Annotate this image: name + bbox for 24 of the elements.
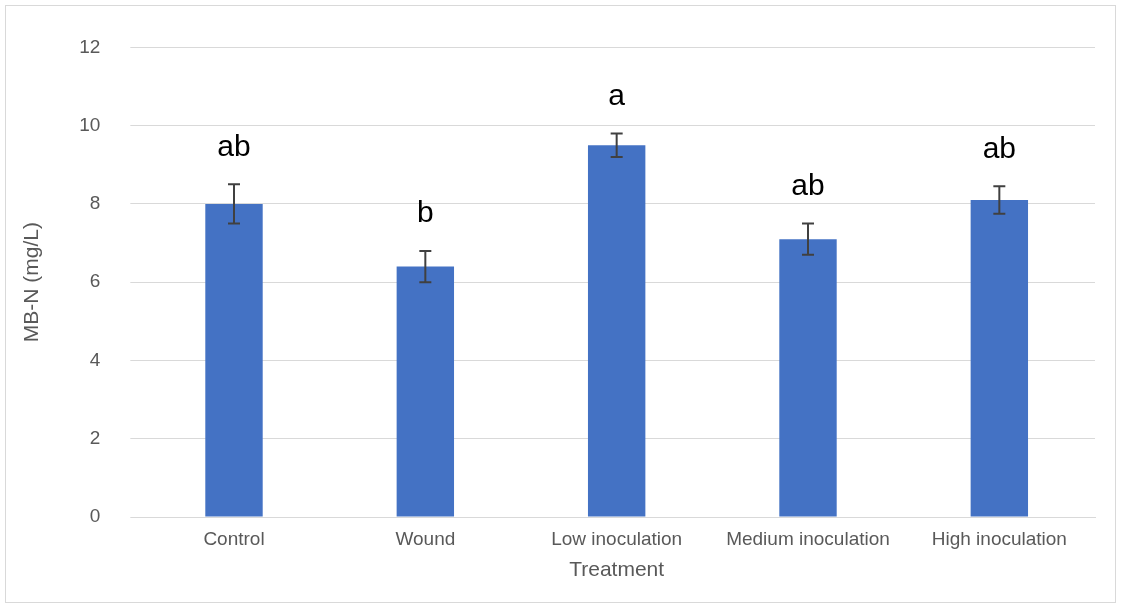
x-tick-label: Low inoculation [551,527,683,549]
annotation: ab [982,130,1017,164]
annotation: a [608,77,626,111]
x-tick-label: High inoculation [931,527,1067,549]
x-tick-label: Medium inoculation [726,527,890,549]
y-tick-label: 8 [89,192,101,214]
x-tick-label: Control [203,527,265,549]
y-tick-label: 0 [89,505,101,527]
x-tick-label: Wound [395,527,456,549]
y-axis-title: MB-N (mg/L) [19,222,43,343]
y-tick-label: 6 [89,270,101,292]
bar [970,200,1029,517]
bar [396,266,455,517]
y-tick-label: 12 [79,35,101,57]
annotation: ab [217,128,251,162]
x-axis-title: Treatment [569,557,665,581]
annotation: ab [791,167,825,201]
annotation: b [416,195,434,229]
bar [205,203,263,517]
y-tick-label: 4 [89,348,101,370]
bar [587,145,646,517]
y-tick-label: 10 [79,113,101,135]
y-tick-label: 2 [89,426,101,448]
bar [779,239,837,517]
